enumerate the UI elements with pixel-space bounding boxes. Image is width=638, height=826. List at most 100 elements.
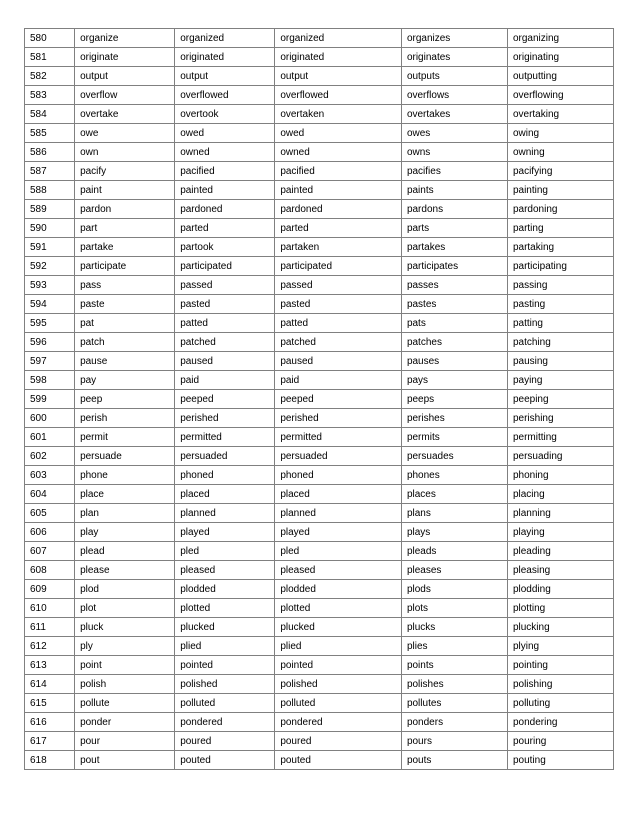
table-cell: output <box>275 67 402 86</box>
table-row: 596patchpatchedpatchedpatchespatching <box>25 333 614 352</box>
table-cell: owe <box>75 124 175 143</box>
table-cell: pacifies <box>401 162 507 181</box>
table-cell: 612 <box>25 637 75 656</box>
table-cell: 608 <box>25 561 75 580</box>
table-cell: patted <box>275 314 402 333</box>
table-row: 614polishpolishedpolishedpolishespolishi… <box>25 675 614 694</box>
table-cell: 618 <box>25 751 75 770</box>
table-cell: persuade <box>75 447 175 466</box>
table-cell: polluted <box>175 694 275 713</box>
table-cell: pleased <box>175 561 275 580</box>
table-cell: 613 <box>25 656 75 675</box>
table-cell: playing <box>507 523 613 542</box>
table-cell: please <box>75 561 175 580</box>
table-cell: polishes <box>401 675 507 694</box>
table-row: 613pointpointedpointedpointspointing <box>25 656 614 675</box>
table-cell: owing <box>507 124 613 143</box>
table-cell: pours <box>401 732 507 751</box>
table-cell: pleased <box>275 561 402 580</box>
table-cell: 583 <box>25 86 75 105</box>
table-cell: pass <box>75 276 175 295</box>
table-cell: originated <box>175 48 275 67</box>
table-cell: 584 <box>25 105 75 124</box>
table-row: 601permitpermittedpermittedpermitspermit… <box>25 428 614 447</box>
table-cell: output <box>75 67 175 86</box>
table-row: 611pluckpluckedpluckedplucksplucking <box>25 618 614 637</box>
table-cell: 585 <box>25 124 75 143</box>
table-row: 594pastepastedpastedpastespasting <box>25 295 614 314</box>
table-cell: plots <box>401 599 507 618</box>
table-cell: peeps <box>401 390 507 409</box>
table-row: 597pausepausedpausedpausespausing <box>25 352 614 371</box>
table-cell: placing <box>507 485 613 504</box>
table-cell: passed <box>275 276 402 295</box>
table-cell: 591 <box>25 238 75 257</box>
table-cell: perishes <box>401 409 507 428</box>
table-cell: placed <box>275 485 402 504</box>
table-cell: pardons <box>401 200 507 219</box>
table-cell: paused <box>175 352 275 371</box>
table-cell: plans <box>401 504 507 523</box>
table-row: 586ownownedownedownsowning <box>25 143 614 162</box>
table-cell: perish <box>75 409 175 428</box>
table-cell: pardoned <box>175 200 275 219</box>
table-cell: passed <box>175 276 275 295</box>
table-cell: 616 <box>25 713 75 732</box>
table-cell: 615 <box>25 694 75 713</box>
table-cell: participates <box>401 257 507 276</box>
table-cell: phone <box>75 466 175 485</box>
table-cell: peep <box>75 390 175 409</box>
table-cell: output <box>175 67 275 86</box>
table-body: 580organizeorganizedorganizedorganizesor… <box>25 29 614 770</box>
table-cell: plied <box>175 637 275 656</box>
table-cell: paid <box>275 371 402 390</box>
table-cell: painted <box>175 181 275 200</box>
table-cell: outputting <box>507 67 613 86</box>
table-cell: patching <box>507 333 613 352</box>
table-cell: overflowing <box>507 86 613 105</box>
table-cell: owed <box>275 124 402 143</box>
table-row: 616ponderponderedponderedpondersponderin… <box>25 713 614 732</box>
table-cell: passing <box>507 276 613 295</box>
table-cell: painted <box>275 181 402 200</box>
table-cell: pointed <box>175 656 275 675</box>
table-cell: organize <box>75 29 175 48</box>
table-cell: planned <box>275 504 402 523</box>
table-cell: 599 <box>25 390 75 409</box>
table-cell: pondered <box>275 713 402 732</box>
table-cell: perishing <box>507 409 613 428</box>
table-cell: originate <box>75 48 175 67</box>
table-cell: persuading <box>507 447 613 466</box>
table-cell: 597 <box>25 352 75 371</box>
table-row: 603phonephonedphonedphonesphoning <box>25 466 614 485</box>
table-row: 617pourpouredpouredpourspouring <box>25 732 614 751</box>
table-cell: partaking <box>507 238 613 257</box>
table-cell: plead <box>75 542 175 561</box>
table-cell: originated <box>275 48 402 67</box>
table-cell: 611 <box>25 618 75 637</box>
table-cell: plotted <box>275 599 402 618</box>
table-cell: pausing <box>507 352 613 371</box>
table-cell: parted <box>175 219 275 238</box>
table-cell: pat <box>75 314 175 333</box>
table-cell: 580 <box>25 29 75 48</box>
table-cell: overflowed <box>275 86 402 105</box>
table-cell: 593 <box>25 276 75 295</box>
table-cell: pled <box>275 542 402 561</box>
table-cell: persuaded <box>275 447 402 466</box>
table-cell: poured <box>275 732 402 751</box>
table-cell: peeped <box>175 390 275 409</box>
table-cell: 588 <box>25 181 75 200</box>
table-cell: paints <box>401 181 507 200</box>
table-cell: 606 <box>25 523 75 542</box>
table-cell: parted <box>275 219 402 238</box>
table-cell: play <box>75 523 175 542</box>
table-cell: pouring <box>507 732 613 751</box>
table-cell: phoned <box>275 466 402 485</box>
table-cell: participating <box>507 257 613 276</box>
table-cell: paying <box>507 371 613 390</box>
table-cell: pacified <box>275 162 402 181</box>
table-cell: patched <box>275 333 402 352</box>
table-cell: organizing <box>507 29 613 48</box>
table-cell: parting <box>507 219 613 238</box>
